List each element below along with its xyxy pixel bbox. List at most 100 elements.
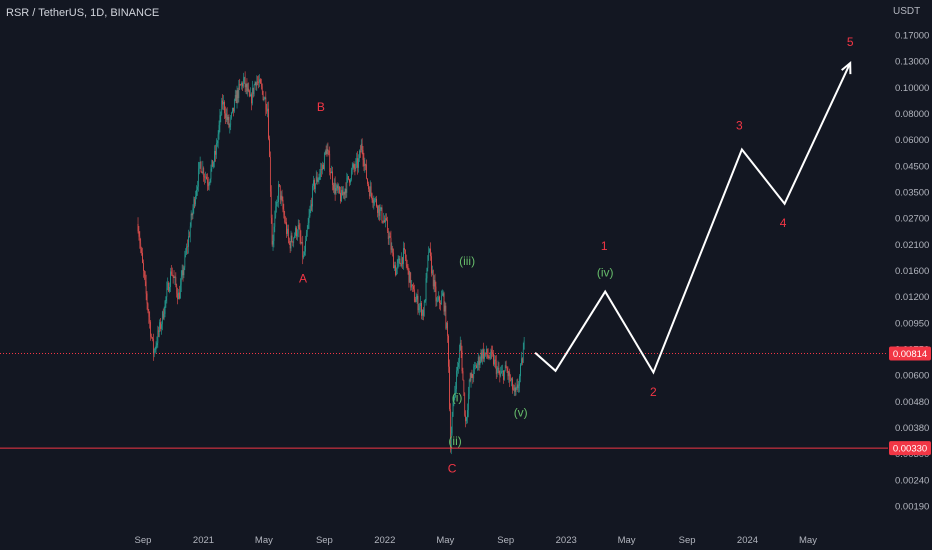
candle-body [260,83,262,87]
candle-body [462,371,464,381]
price-tick-label: 0.13000 [895,57,929,68]
candle-body [314,183,316,190]
candle-body [274,216,276,227]
candle-body [445,305,447,328]
candle-body [393,252,394,269]
wave-label: (i) [452,391,463,405]
candle-body [414,301,416,303]
candle-body [497,367,499,369]
price-tick-label: 0.00380 [895,423,929,434]
candle-body [355,161,357,169]
candle-body [181,270,183,277]
candle-body [420,303,421,306]
candle-body [188,236,190,237]
candle-body [278,184,280,186]
candle-body [254,82,256,85]
candle-body [385,218,386,222]
candle-body [387,231,389,239]
candle-body [444,305,446,312]
time-tick-label: May [255,535,273,546]
candle-body [266,109,268,112]
candle-body [518,385,520,389]
candle-body [149,316,151,323]
candle-body [482,349,484,359]
candle-body [424,300,426,303]
candle-body [272,241,274,245]
candle-body [223,102,224,105]
candle-body [321,169,322,170]
candle-body [171,274,173,276]
candle-body [384,220,385,222]
candle-body [481,352,483,359]
candle-body [379,209,381,216]
candle-body [373,202,375,204]
candle-body [476,365,477,368]
candle-body [454,391,456,397]
candle-body [478,357,480,365]
candle-body [275,206,277,217]
candle-body [465,415,466,422]
candle-body [151,336,152,338]
candle-body [354,167,356,169]
candle-body [395,268,397,276]
candle-body [296,233,298,237]
candle-body [483,349,484,359]
candle-body [159,322,160,332]
candle-body [475,365,476,367]
candle-body [427,256,429,269]
candle-body [383,220,385,223]
candle-body [492,352,493,354]
candle-body [229,125,231,127]
candle-body [348,176,349,180]
candle-body [446,322,448,328]
candle-body [267,108,268,112]
candle-body [322,164,323,170]
candle-body [434,280,436,287]
candle-body [323,164,324,170]
candle-body [448,335,449,367]
candle-body [154,349,156,350]
candle-body [280,195,282,200]
candle-body [399,258,401,264]
wave-label: 4 [780,216,787,230]
time-tick-label: Sep [316,535,333,546]
candle-body [521,358,523,363]
candle-body [422,310,424,316]
wave-label: 5 [847,35,854,49]
candle-body [232,107,233,113]
candle-body [382,220,384,223]
candle-body [224,102,225,114]
candle-body [358,158,359,168]
candle-body [222,100,223,105]
candle-body [435,286,437,302]
candle-body [422,310,423,316]
candle-body [341,190,342,202]
candle-body [372,199,374,203]
candle-body [206,179,208,184]
candle-body [316,176,318,182]
candle-body [291,235,293,242]
candle-body [205,176,206,178]
candle-body [341,190,343,196]
candle-body [405,258,407,265]
candle-body [314,180,315,189]
candle-body [494,359,495,365]
candle-body [294,235,295,238]
candle-body [152,338,154,355]
candle-body [237,90,239,99]
candle-body [386,218,387,220]
candle-body [271,217,273,245]
candle-body [498,367,500,374]
candle-body [464,392,466,416]
candle-body [287,228,289,239]
candle-body [175,277,177,286]
candle-body [408,268,410,283]
candle-body [522,349,524,363]
candle-body [374,199,376,203]
candle-body [301,242,303,244]
candle-body [211,160,213,169]
candle-body [409,272,411,283]
candle-body [440,302,441,305]
candle-body [302,242,304,258]
